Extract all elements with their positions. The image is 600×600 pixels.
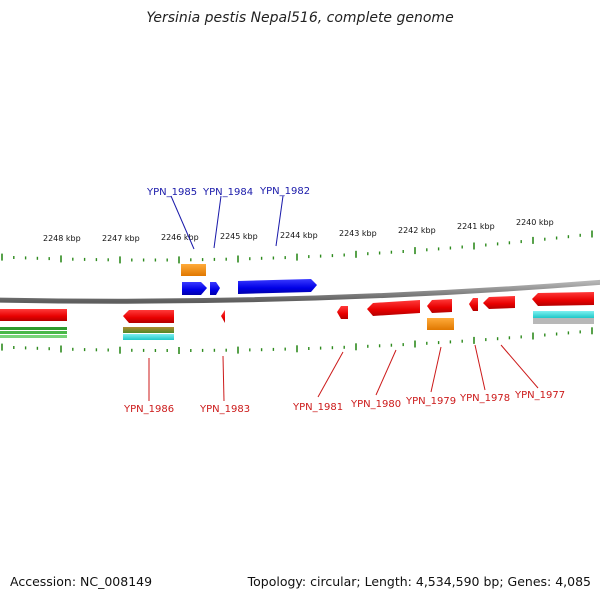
gene-arrow-YPN_1981[interactable] xyxy=(337,306,348,319)
gene-arrow-YPN_1983[interactable] xyxy=(221,310,225,323)
cyan-feature-right xyxy=(533,311,594,318)
olive-feature-1986 xyxy=(123,327,174,333)
genome-backbone xyxy=(0,279,600,304)
reverse-gene-labels: YPN_1986 YPN_1983 YPN_1981 YPN_1980 YPN_… xyxy=(123,344,565,415)
outer-scale-ticks xyxy=(1,230,593,264)
cyan-feature-1986 xyxy=(123,334,174,340)
gene-arrow-YPN_1984[interactable] xyxy=(210,282,220,295)
gene-label-YPN_1982[interactable]: YPN_1982 xyxy=(259,186,310,197)
gene-label-YPN_1978[interactable]: YPN_1978 xyxy=(459,393,510,404)
leader-line-YPN_1984 xyxy=(213,195,222,249)
gene-arrow-left-partial[interactable] xyxy=(0,309,67,321)
gene-arrow-YPN_1982[interactable] xyxy=(238,279,317,294)
gene-arrow-YPN_1978[interactable] xyxy=(469,298,478,311)
gene-label-YPN_1977[interactable]: YPN_1977 xyxy=(514,390,565,401)
genome-summary-text: Topology: circular; Length: 4,534,590 bp… xyxy=(247,574,591,589)
scale-label-2243: 2243 kbp xyxy=(339,229,377,238)
gene-label-YPN_1986[interactable]: YPN_1986 xyxy=(123,404,174,415)
gray-feature-right xyxy=(533,318,594,324)
scale-label-2247: 2247 kbp xyxy=(102,234,140,243)
gene-arrow-YPN_1985[interactable] xyxy=(182,282,207,295)
leader-line-YPN_1982 xyxy=(275,195,284,247)
leader-line-YPN_1980 xyxy=(375,349,397,396)
map-title: Yersinia pestis Nepal516, complete genom… xyxy=(146,10,454,26)
leader-line-YPN_1985 xyxy=(170,195,195,250)
orange-feature-1979 xyxy=(427,318,454,330)
gene-label-YPN_1981[interactable]: YPN_1981 xyxy=(292,402,343,413)
forward-strand-track xyxy=(181,264,317,295)
scale-label-2246: 2246 kbp xyxy=(161,233,199,242)
green-feature-3 xyxy=(0,335,67,338)
leader-line-YPN_1977 xyxy=(500,344,539,389)
orange-feature-1985[interactable] xyxy=(181,264,206,276)
gene-label-YPN_1980[interactable]: YPN_1980 xyxy=(350,399,401,410)
gene-arrow-YPN_1986[interactable] xyxy=(123,310,174,323)
scale-label-2248: 2248 kbp xyxy=(43,234,81,243)
leader-line-YPN_1978 xyxy=(474,344,486,391)
scale-label-2242: 2242 kbp xyxy=(398,226,436,235)
scale-label-2244: 2244 kbp xyxy=(280,231,318,240)
green-feature-1 xyxy=(0,327,67,330)
gene-label-YPN_1984[interactable]: YPN_1984 xyxy=(202,187,253,198)
scale-label-2240: 2240 kbp xyxy=(516,218,554,227)
gene-label-YPN_1985[interactable]: YPN_1985 xyxy=(146,187,197,198)
inner-scale-ticks xyxy=(1,327,593,354)
accession-text: Accession: NC_008149 xyxy=(10,574,153,589)
reverse-strand-track xyxy=(0,292,594,340)
gene-arrow-YPN_1977[interactable] xyxy=(483,296,515,309)
green-feature-2 xyxy=(0,331,67,334)
gene-arrow-YPN_1979[interactable] xyxy=(427,299,452,313)
gene-arrow-right-partial[interactable] xyxy=(532,292,594,306)
scale-label-2245: 2245 kbp xyxy=(220,232,258,241)
gene-arrow-YPN_1980[interactable] xyxy=(367,300,420,316)
leader-line-YPN_1983 xyxy=(222,355,225,402)
scale-labels: 2248 kbp 2247 kbp 2246 kbp 2245 kbp 2244… xyxy=(43,218,554,243)
forward-gene-labels: YPN_1985 YPN_1984 YPN_1982 xyxy=(146,186,310,250)
gene-label-YPN_1983[interactable]: YPN_1983 xyxy=(199,404,250,415)
leader-line-YPN_1979 xyxy=(430,346,442,393)
scale-label-2241: 2241 kbp xyxy=(457,222,495,231)
gene-label-YPN_1979[interactable]: YPN_1979 xyxy=(405,396,456,407)
leader-line-YPN_1981 xyxy=(317,351,344,398)
